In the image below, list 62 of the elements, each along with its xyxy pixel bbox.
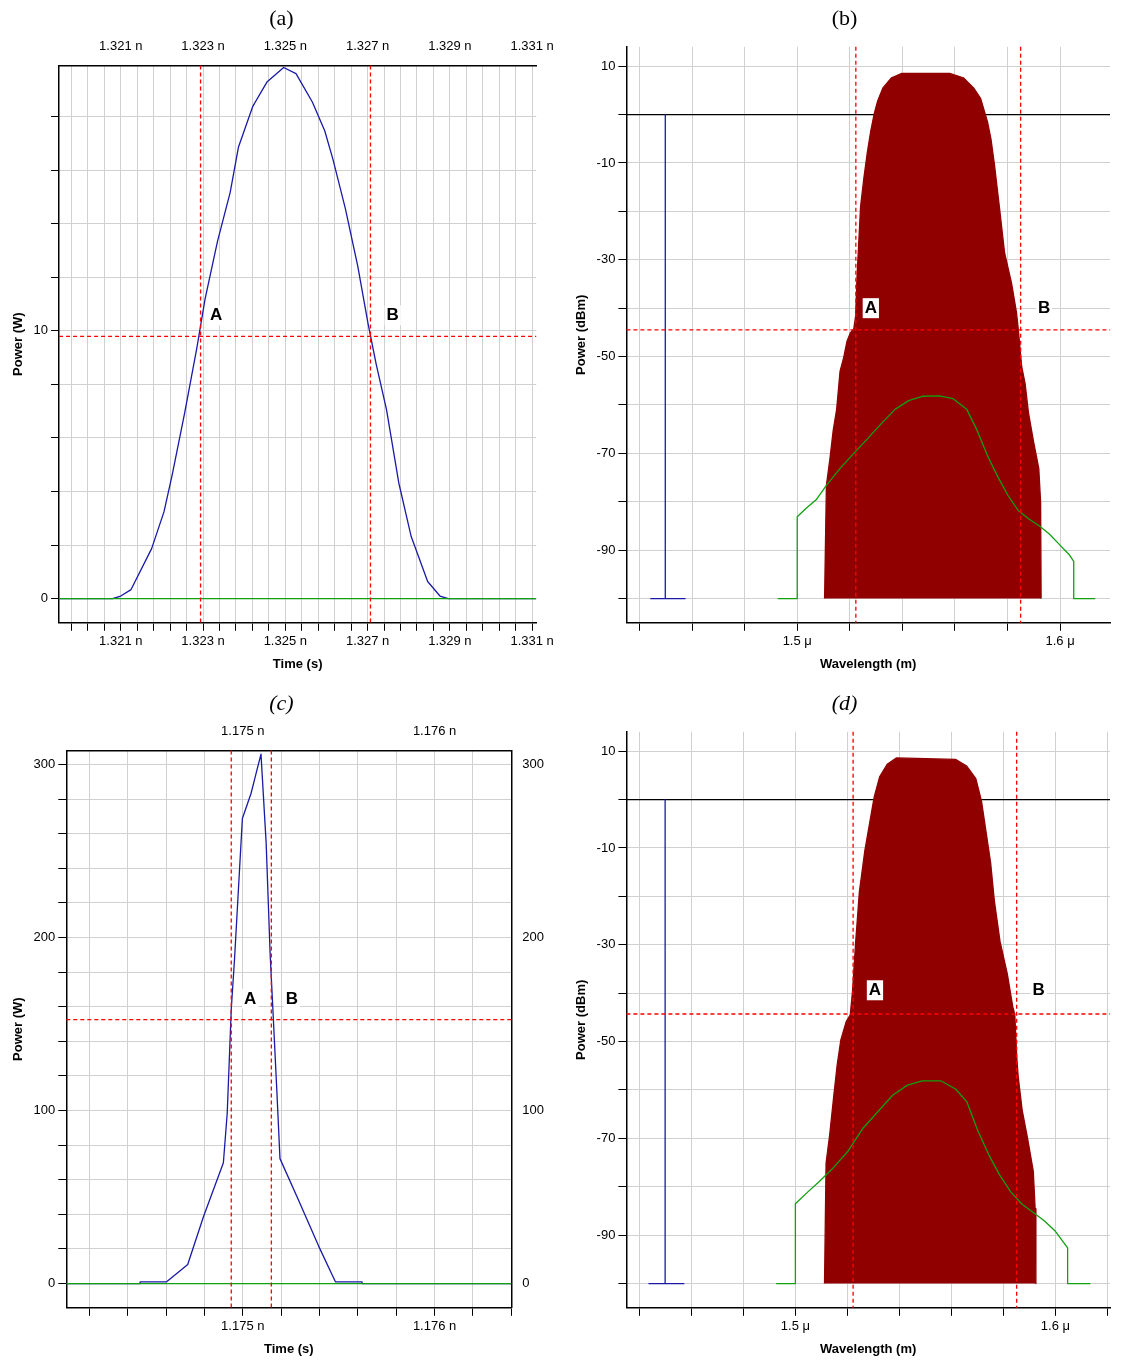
y-axis-title: Power (dBm): [572, 979, 588, 1060]
annotation: B: [386, 304, 399, 324]
annotation: A: [243, 988, 256, 1008]
y-tick-label: -10: [596, 154, 615, 170]
y-tick-label: -10: [596, 839, 615, 855]
y-tick-label: -70: [596, 1129, 615, 1145]
x-tick-label: 1.6 μ: [1044, 633, 1075, 649]
y2-tick-label: 300: [521, 756, 544, 772]
x-tick-label: 1.176 n: [412, 1318, 456, 1334]
x-tick-label: 1.331 n: [509, 633, 554, 649]
x2-tick-label: 1.176 n: [412, 723, 456, 739]
y-tick-label: -90: [596, 1226, 615, 1242]
annotation: B: [1032, 979, 1045, 999]
x2-tick-label: 1.329 n: [427, 38, 472, 54]
y-tick-label: 10: [600, 742, 615, 758]
annotation: A: [868, 979, 881, 999]
y-tick-label: -90: [596, 541, 615, 557]
y-tick-label: 200: [33, 929, 55, 945]
y-tick-label: 10: [33, 322, 48, 338]
y-tick-label: 100: [33, 1102, 55, 1118]
x-axis-title: Time (s): [272, 655, 322, 671]
y-axis-title: Power (W): [9, 997, 25, 1061]
x-tick-label: 1.5 μ: [782, 633, 812, 649]
x-tick-label: 1.321 n: [98, 633, 142, 649]
y2-tick-label: 200: [521, 929, 544, 945]
y-tick-label: -70: [596, 444, 615, 460]
y2-tick-label: 100: [521, 1102, 544, 1118]
y-tick-label: 0: [47, 1275, 55, 1291]
y-axis-title: Power (dBm): [572, 294, 588, 375]
x-axis-title: Wavelength (m): [819, 1340, 916, 1356]
x-tick-label: 1.6 μ: [1040, 1318, 1070, 1334]
x2-tick-label: 1.325 n: [263, 38, 307, 54]
y-tick-label: -50: [596, 348, 615, 364]
y-tick-label: -30: [596, 251, 615, 267]
y-tick-label: -50: [596, 1033, 615, 1049]
y-axis-title: Power (W): [9, 312, 25, 376]
x-tick-label: 1.323 n: [180, 633, 225, 649]
chart-title: (d): [830, 689, 859, 717]
annotation: B: [285, 988, 298, 1008]
y-tick-label: 10: [600, 57, 615, 73]
x-axis-title: Time (s): [263, 1340, 314, 1356]
x2-tick-label: 1.327 n: [345, 38, 389, 54]
x2-tick-label: 1.323 n: [180, 38, 225, 54]
x-axis-title: Wavelength (m): [819, 655, 916, 671]
x2-tick-label: 1.321 n: [98, 38, 142, 54]
annotation: A: [864, 297, 877, 317]
chart-title: (b): [830, 4, 859, 32]
x2-tick-label: 1.175 n: [220, 723, 264, 739]
y-tick-label: 0: [40, 590, 48, 606]
x-tick-label: 1.329 n: [427, 633, 472, 649]
y-tick-label: 300: [33, 756, 55, 772]
x-tick-label: 1.327 n: [345, 633, 389, 649]
annotation: A: [209, 304, 222, 324]
y2-tick-label: 0: [521, 1275, 530, 1291]
chart-title: (c): [268, 689, 295, 717]
x-tick-label: 1.175 n: [220, 1318, 264, 1334]
x2-tick-label: 1.331 n: [509, 38, 554, 54]
chart-title: (a): [268, 4, 295, 32]
x-tick-label: 1.325 n: [263, 633, 307, 649]
annotation: B: [1037, 297, 1050, 317]
x-tick-label: 1.5 μ: [780, 1318, 810, 1334]
y-tick-label: -30: [596, 936, 615, 952]
